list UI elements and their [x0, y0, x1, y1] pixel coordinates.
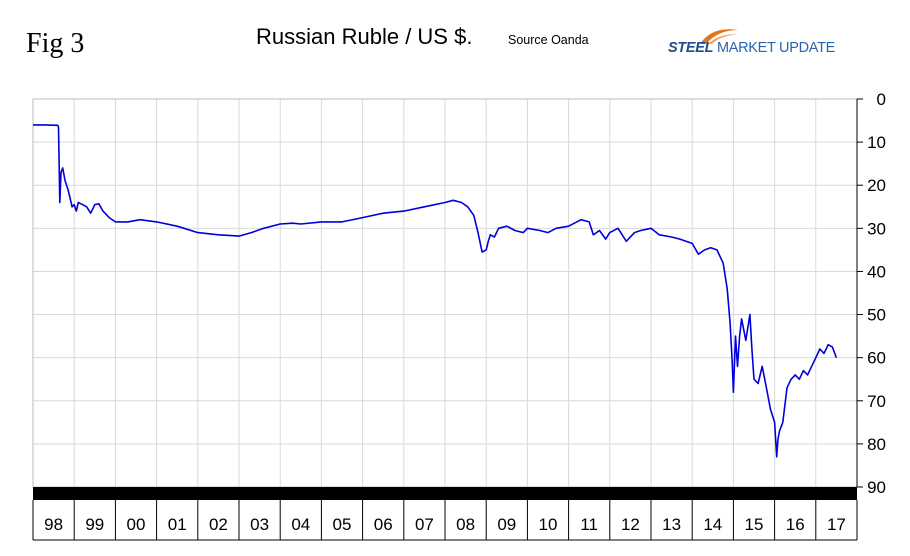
x-tick-label: 11 — [580, 515, 598, 534]
x-tick-label: 17 — [827, 515, 846, 534]
x-tick-label: 99 — [85, 515, 104, 534]
x-tick-label: 12 — [621, 515, 640, 534]
x-tick-label: 98 — [44, 515, 63, 534]
x-tick-label: 06 — [374, 515, 393, 534]
y-tick-label: 60 — [867, 349, 886, 368]
x-tick-label: 00 — [127, 515, 146, 534]
x-tick-label: 16 — [786, 515, 805, 534]
chart-subtitle: Source Oanda — [508, 33, 589, 47]
x-axis: 98 99 00 01 02 03 04 05 06 07 08 09 10 11 12 13 14 15 16 17 — [32, 500, 858, 541]
y-tick-label: 70 — [867, 392, 886, 411]
x-tick-label: 09 — [497, 515, 516, 534]
series-line — [33, 124, 838, 458]
x-tick-label: 02 — [209, 515, 228, 534]
y-tick-label: 0 — [877, 90, 886, 109]
series-line-group — [33, 124, 838, 458]
x-tick-label: 10 — [539, 515, 558, 534]
y-tick-label: 40 — [867, 262, 886, 281]
y-axis: 0 10 20 30 40 50 60 70 80 90 — [856, 90, 886, 497]
steel-market-update-logo: STEEL MARKET UPDATE — [668, 24, 848, 68]
x-tick-label: 04 — [291, 515, 310, 534]
x-tick-label: 15 — [745, 515, 764, 534]
logo-word-steel: STEEL — [668, 40, 714, 56]
x-axis-bar — [33, 487, 857, 500]
x-tick-label: 01 — [168, 515, 187, 534]
y-tick-label: 90 — [867, 478, 886, 497]
x-tick-label: 13 — [662, 515, 681, 534]
y-tick-label: 50 — [867, 306, 886, 325]
chart-title: Russian Ruble / US $. — [256, 24, 473, 49]
x-tick-label: 08 — [456, 515, 475, 534]
x-tick-label: 05 — [333, 515, 352, 534]
y-tick-label: 20 — [867, 176, 886, 195]
x-tick-label: 14 — [703, 515, 722, 534]
x-tick-label: 03 — [250, 515, 269, 534]
y-tick-label: 10 — [867, 133, 886, 152]
logo-word-market-update: MARKET UPDATE — [716, 40, 835, 56]
x-tick-label: 07 — [415, 515, 434, 534]
y-tick-label: 30 — [867, 219, 886, 238]
logo-swoosh-icon — [700, 29, 738, 44]
figure-label: Fig 3 — [26, 28, 85, 59]
y-tick-label: 80 — [867, 435, 886, 454]
grid — [33, 99, 857, 487]
